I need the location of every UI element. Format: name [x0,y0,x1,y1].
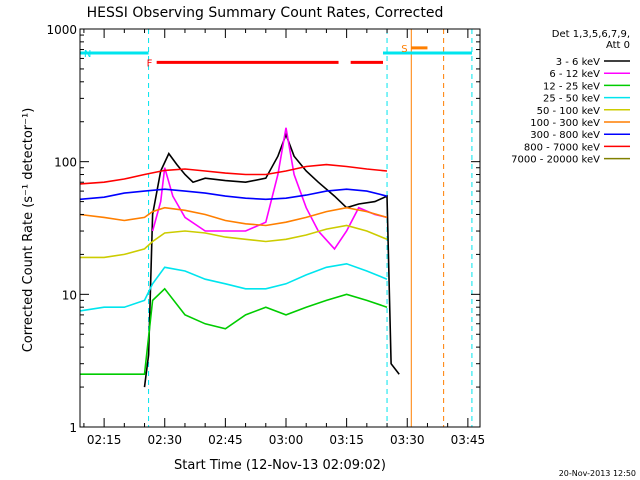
plot-area: F N S [79,29,473,427]
series-line-2 [79,287,388,376]
y-tick-label-3: 1000 [46,23,77,37]
series-line-3 [79,262,388,312]
series-line-4 [79,224,388,259]
x-axis-label: Start Time (12-Nov-13 02:09:02) [174,458,386,473]
y-tick-label-2: 100 [54,156,77,170]
legend-label-0: 3 - 6 keV [556,57,600,68]
y-axis-label: Corrected Count Rate (s⁻¹ detector⁻¹) [21,108,36,353]
x-axis: 02:15 02:30 02:45 03:00 03:15 03:30 03:45 [83,29,486,447]
x-tick-label-3: 03:00 [269,433,304,447]
series-line-6 [79,188,388,201]
series-line-7 [79,163,388,185]
legend-label-2: 12 - 25 keV [543,81,600,92]
y-axis: 1 10 100 1000 [46,23,480,435]
y-tick-label-0: 1 [69,421,77,435]
series-line-1 [151,127,388,251]
legend-label-6: 300 - 800 keV [530,130,600,141]
legend-label-7: 800 - 7000 keV [524,142,600,153]
plot-frame [79,28,481,428]
series-line-0 [143,132,400,388]
chart-title: HESSI Observing Summary Count Rates, Cor… [87,5,444,21]
legend-label-1: 6 - 12 keV [549,69,600,80]
legend-label-4: 50 - 100 keV [537,106,601,117]
y-tick-label-1: 10 [62,288,77,302]
x-tick-label-5: 03:30 [390,433,425,447]
legend-header-1: Att 0 [606,40,630,51]
flag-label-2: S [401,44,407,55]
legend-header-0: Det 1,3,5,6,7,9, [552,29,630,40]
x-tick-label-4: 03:15 [329,433,364,447]
flag-label-0: F [147,58,153,69]
series-line-5 [79,206,388,227]
flag-label-1: N [84,49,91,60]
legend-label-8: 7000 - 20000 keV [511,155,600,166]
x-tick-label-2: 02:45 [208,433,243,447]
legend-label-5: 100 - 300 keV [530,118,600,129]
x-tick-label-1: 02:30 [147,433,182,447]
legend-label-3: 25 - 50 keV [543,94,600,105]
x-tick-label-0: 02:15 [87,433,122,447]
footer-date: 20-Nov-2013 12:50 [559,469,636,478]
x-tick-label-6: 03:45 [451,433,486,447]
